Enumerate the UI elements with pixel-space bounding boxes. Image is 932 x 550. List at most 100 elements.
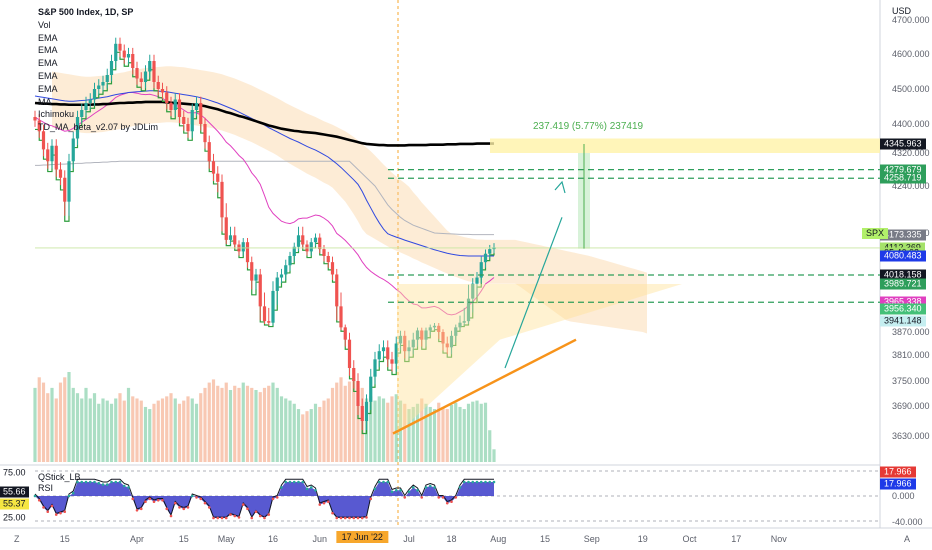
candle-body bbox=[199, 103, 203, 124]
volume-bar bbox=[390, 396, 394, 462]
candle-body bbox=[437, 325, 441, 332]
qstick-dot bbox=[229, 513, 232, 516]
volume-bar bbox=[67, 372, 71, 462]
candle-body bbox=[126, 54, 131, 58]
candle-body bbox=[148, 61, 152, 72]
indicator-ema-1[interactable]: EMA bbox=[38, 32, 58, 43]
candle-body bbox=[50, 145, 54, 162]
price-tick-label: 4600.000 bbox=[892, 49, 930, 59]
volume-bar bbox=[152, 403, 156, 462]
candle-body bbox=[432, 325, 437, 328]
volume-bar bbox=[454, 402, 458, 462]
volume-bar bbox=[267, 385, 271, 462]
qstick-dot bbox=[148, 497, 152, 501]
qstick-dot bbox=[420, 496, 424, 499]
qstick-dot bbox=[76, 480, 79, 484]
volume-bar bbox=[292, 403, 296, 462]
drawings bbox=[35, 138, 880, 435]
qstick-dot bbox=[369, 497, 373, 501]
qstick-dot bbox=[399, 488, 402, 492]
volume-bar bbox=[347, 381, 352, 462]
qstick-dot bbox=[80, 480, 84, 484]
volume-bar bbox=[288, 400, 292, 462]
qstick-dot bbox=[220, 516, 224, 520]
price-tag: 4279.679 bbox=[880, 164, 926, 176]
qstick-dot bbox=[454, 496, 458, 499]
volume-bar bbox=[373, 400, 377, 462]
qstick-dot bbox=[335, 516, 339, 520]
volume-bar bbox=[105, 400, 109, 462]
symbol-title[interactable]: S&P 500 Index, 1D, SP bbox=[38, 7, 134, 17]
qstick-dot bbox=[156, 498, 160, 502]
qstick-dot bbox=[326, 500, 330, 504]
volume-bar bbox=[88, 398, 92, 462]
volume-bar bbox=[381, 398, 386, 462]
candle-body bbox=[143, 71, 148, 82]
candle-body bbox=[105, 75, 109, 82]
time-tick-label: Sep bbox=[583, 534, 600, 544]
indicator-ema-2[interactable]: EMA bbox=[38, 45, 58, 56]
qstick-dot bbox=[131, 497, 135, 501]
indicator-ema-4[interactable]: EMA bbox=[38, 70, 58, 81]
qstick-dot bbox=[394, 488, 398, 492]
volume-bar bbox=[50, 387, 54, 462]
volume-bar bbox=[356, 387, 360, 462]
indicator-ichimoku[interactable]: Ichimoku bbox=[38, 109, 75, 120]
time-tick-label: Oct bbox=[682, 534, 697, 544]
indicator-ma[interactable]: MA bbox=[38, 96, 52, 107]
candle-body bbox=[135, 68, 139, 79]
indicator-ema-3[interactable]: EMA bbox=[38, 58, 58, 69]
corner-left[interactable]: Z bbox=[14, 534, 20, 544]
candle-body bbox=[262, 306, 267, 322]
qstick-dot bbox=[50, 504, 54, 508]
volume-bar bbox=[101, 398, 105, 462]
qstick-dot bbox=[203, 501, 207, 505]
candle-body bbox=[398, 335, 403, 344]
candle-body bbox=[445, 343, 449, 348]
price-tag: 3965.338 bbox=[880, 296, 926, 308]
qstick-dot bbox=[407, 490, 411, 494]
volume-bar bbox=[432, 409, 437, 462]
triangle-zone bbox=[397, 284, 682, 434]
cloud-area bbox=[52, 66, 647, 334]
candle-body bbox=[67, 161, 71, 202]
volume-bar bbox=[177, 403, 182, 462]
candle-body bbox=[203, 124, 207, 143]
volume-bar bbox=[237, 387, 241, 462]
qstick-dot bbox=[207, 506, 211, 509]
corner-right[interactable]: A bbox=[904, 534, 911, 544]
qstick-dot bbox=[271, 497, 275, 501]
indicator-rsi[interactable]: RSI bbox=[38, 483, 54, 493]
volume-bar bbox=[271, 382, 275, 462]
volume-bar bbox=[199, 393, 203, 462]
qstick-dot bbox=[492, 480, 496, 484]
qstick-dot bbox=[284, 480, 288, 484]
time-tick-label: Jun bbox=[312, 534, 328, 544]
volume-bar bbox=[296, 409, 301, 462]
qstick-dot bbox=[488, 480, 492, 484]
volume-bar bbox=[326, 398, 330, 462]
volume-bar bbox=[330, 387, 335, 462]
qstick-tag-2: 17.966 bbox=[880, 478, 916, 490]
time-tick-label: Jul bbox=[403, 534, 415, 544]
indicator-qstick[interactable]: QStick_LB bbox=[38, 472, 81, 482]
ma-gray-line bbox=[35, 160, 494, 236]
qstick-dot bbox=[411, 486, 415, 489]
indicator-ema-5[interactable]: EMA bbox=[38, 83, 58, 94]
indicator-td-ma[interactable]: TD_MA_beta_v2.07 by JDLim bbox=[38, 122, 159, 133]
candle-body bbox=[271, 290, 275, 323]
candle-body bbox=[301, 235, 305, 245]
indicator-vol[interactable]: Vol bbox=[38, 19, 51, 30]
volume-bar bbox=[279, 396, 284, 462]
qstick-zero: 0.000 bbox=[892, 491, 915, 501]
qstick-dot bbox=[377, 480, 381, 484]
candle-body bbox=[75, 117, 80, 139]
qstick-dot bbox=[331, 511, 334, 515]
volume-bar bbox=[241, 382, 245, 462]
qstick-dot bbox=[403, 496, 407, 499]
qstick-dot bbox=[169, 514, 173, 518]
volume-bar bbox=[369, 396, 373, 462]
candle-body bbox=[279, 274, 284, 278]
qstick-dot bbox=[237, 516, 241, 519]
